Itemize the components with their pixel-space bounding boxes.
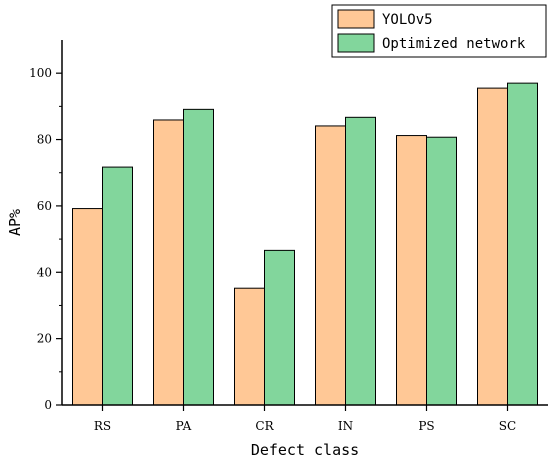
bar-cr-series-2 xyxy=(264,249,295,406)
y-tick-label: 0 xyxy=(44,398,52,412)
axes-group xyxy=(61,40,548,406)
bar-in-series-1 xyxy=(315,125,346,406)
y-tick-label: 20 xyxy=(37,332,52,346)
x-ticks-group: RS PA CR IN PS SC xyxy=(94,405,516,433)
y-tick-label: 60 xyxy=(37,199,52,213)
bar-rs-series-2 xyxy=(102,166,133,406)
x-tick-label: IN xyxy=(338,419,353,433)
legend-swatch xyxy=(337,9,375,29)
y-tick-label: 100 xyxy=(29,66,52,80)
legend-swatch xyxy=(337,33,375,53)
y-ticks-group: 0 20 40 60 80 100 xyxy=(29,66,62,412)
y-axis-title: AP% xyxy=(6,209,24,236)
bar-ps-series-2 xyxy=(426,136,457,406)
bar-in-series-2 xyxy=(345,116,376,406)
bars-group xyxy=(72,82,538,406)
y-tick-label: 40 xyxy=(37,265,52,279)
x-tick-label: SC xyxy=(499,419,516,433)
y-tick-label: 80 xyxy=(37,133,52,147)
bar-pa-series-2 xyxy=(183,108,214,406)
legend-label: YOLOv5 xyxy=(382,12,433,28)
legend: YOLOv5 Optimized network xyxy=(331,4,547,58)
bar-sc-series-1 xyxy=(477,87,508,406)
bar-pa-series-1 xyxy=(153,119,184,406)
x-tick-label: PS xyxy=(418,419,434,433)
x-tick-label: CR xyxy=(255,419,274,433)
x-tick-label: RS xyxy=(94,419,111,433)
x-axis-title: Defect class xyxy=(251,441,359,459)
bar-ps-series-1 xyxy=(396,135,427,406)
legend-label: Optimized network xyxy=(382,36,526,52)
bar-cr-series-1 xyxy=(234,287,265,406)
x-tick-label: PA xyxy=(176,419,192,433)
bar-rs-series-1 xyxy=(72,208,103,406)
bar-sc-series-2 xyxy=(507,82,538,406)
